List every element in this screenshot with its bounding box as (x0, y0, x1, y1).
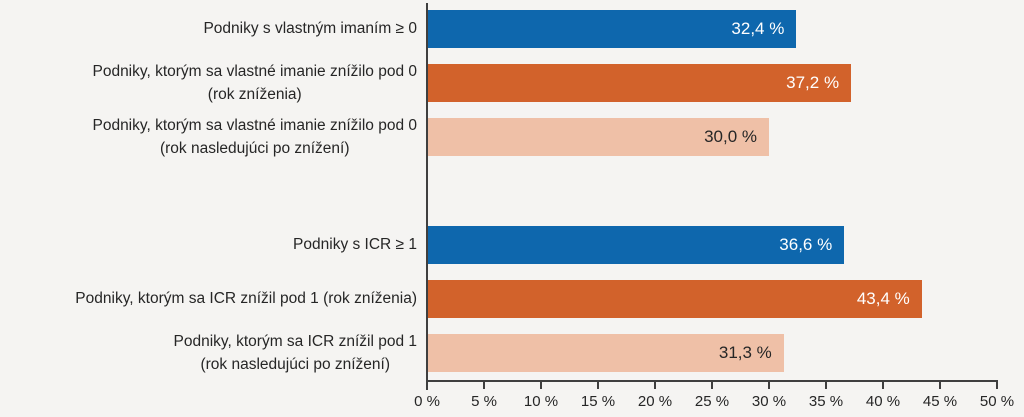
x-tick-label: 35 % (808, 393, 844, 410)
bar: 36,6 % (427, 226, 845, 264)
bar-track: 43,4 % (427, 272, 997, 326)
x-tick-label: 30 % (751, 393, 787, 410)
bar: 30,0 % (427, 118, 769, 156)
bar: 32,4 % (427, 10, 797, 48)
chart-row: Podniky s vlastným imaním ≥ 0 32,4 % (0, 2, 997, 56)
bar-track: 30,0 % (427, 110, 997, 164)
x-tick-mark (597, 382, 599, 389)
x-tick-label: 45 % (922, 393, 958, 410)
x-tick-mark (939, 382, 941, 389)
category-label: Podniky s ICR ≥ 1 (0, 218, 427, 272)
x-tick-label: 10 % (523, 393, 559, 410)
chart-row: Podniky, ktorým sa ICR znížil pod 1 (rok… (0, 326, 997, 380)
x-tick-mark (825, 382, 827, 389)
x-tick-label: 0 % (414, 393, 440, 410)
chart-row: Podniky, ktorým sa vlastné imanie znížil… (0, 110, 997, 164)
x-tick-mark (426, 382, 428, 389)
category-label-text: Podniky, ktorým sa ICR znížil pod 1 (rok… (173, 332, 418, 373)
bar: 43,4 % (427, 280, 922, 318)
bar-value-label: 30,0 % (704, 127, 757, 146)
y-axis-line (426, 3, 428, 390)
x-axis-line (426, 380, 998, 382)
category-label-text: Podniky, ktorým sa vlastné imanie znížil… (92, 62, 417, 103)
bar: 37,2 % (427, 64, 852, 102)
category-label: Podniky s vlastným imaním ≥ 0 (0, 2, 427, 56)
chart-row: Podniky, ktorým sa vlastné imanie znížil… (0, 56, 997, 110)
category-label-text: Podniky, ktorým sa vlastné imanie znížil… (92, 116, 417, 157)
category-label: Podniky, ktorým sa vlastné imanie znížil… (0, 110, 427, 164)
bar-value-label: 37,2 % (786, 73, 840, 92)
bar-value-label: 31,3 % (718, 343, 772, 362)
chart-rows: Podniky s vlastným imaním ≥ 0 32,4 % Pod… (0, 2, 997, 380)
chart-row: Podniky, ktorým sa ICR znížil pod 1 (rok… (0, 272, 997, 326)
x-tick-mark (768, 382, 770, 389)
category-label-text: Podniky, ktorým sa ICR znížil pod 1 (rok… (75, 290, 417, 308)
category-label-text: Podniky s ICR ≥ 1 (293, 236, 417, 254)
bar: 31,3 % (427, 334, 784, 372)
x-tick-label: 15 % (580, 393, 616, 410)
category-label: Podniky, ktorým sa ICR znížil pod 1 (rok… (0, 272, 427, 326)
x-axis: 0 % 5 % 10 % 15 % 20 % 25 % 30 % 35 % 40 % 45 % 50… (414, 380, 1014, 416)
x-tick-label: 40 % (865, 393, 901, 410)
x-tick-label: 5 % (471, 393, 497, 410)
x-tick-mark (483, 382, 485, 389)
x-tick-mark (882, 382, 884, 389)
bar-value-label: 32,4 % (731, 19, 785, 38)
x-tick-mark (711, 382, 713, 389)
category-label: Podniky, ktorým sa ICR znížil pod 1 (rok… (0, 326, 427, 380)
x-tick-mark (540, 382, 542, 389)
bar-value-label: 36,6 % (779, 235, 833, 254)
x-tick-label: 25 % (694, 393, 730, 410)
bar-track: 32,4 % (427, 2, 997, 56)
chart-row: Podniky s ICR ≥ 1 36,6 % (0, 218, 997, 272)
spacer-row (0, 164, 997, 218)
category-label-text: Podniky s vlastným imaním ≥ 0 (203, 20, 417, 38)
bar-value-label: 43,4 % (856, 289, 910, 308)
bar-track: 36,6 % (427, 218, 997, 272)
x-tick-mark (654, 382, 656, 389)
category-label: Podniky, ktorým sa vlastné imanie znížil… (0, 56, 427, 110)
x-tick-label: 20 % (637, 393, 673, 410)
x-tick-mark (996, 382, 998, 389)
bar-track: 31,3 % (427, 326, 997, 380)
bar-track: 37,2 % (427, 56, 997, 110)
x-tick-label: 50 % (979, 393, 1015, 410)
